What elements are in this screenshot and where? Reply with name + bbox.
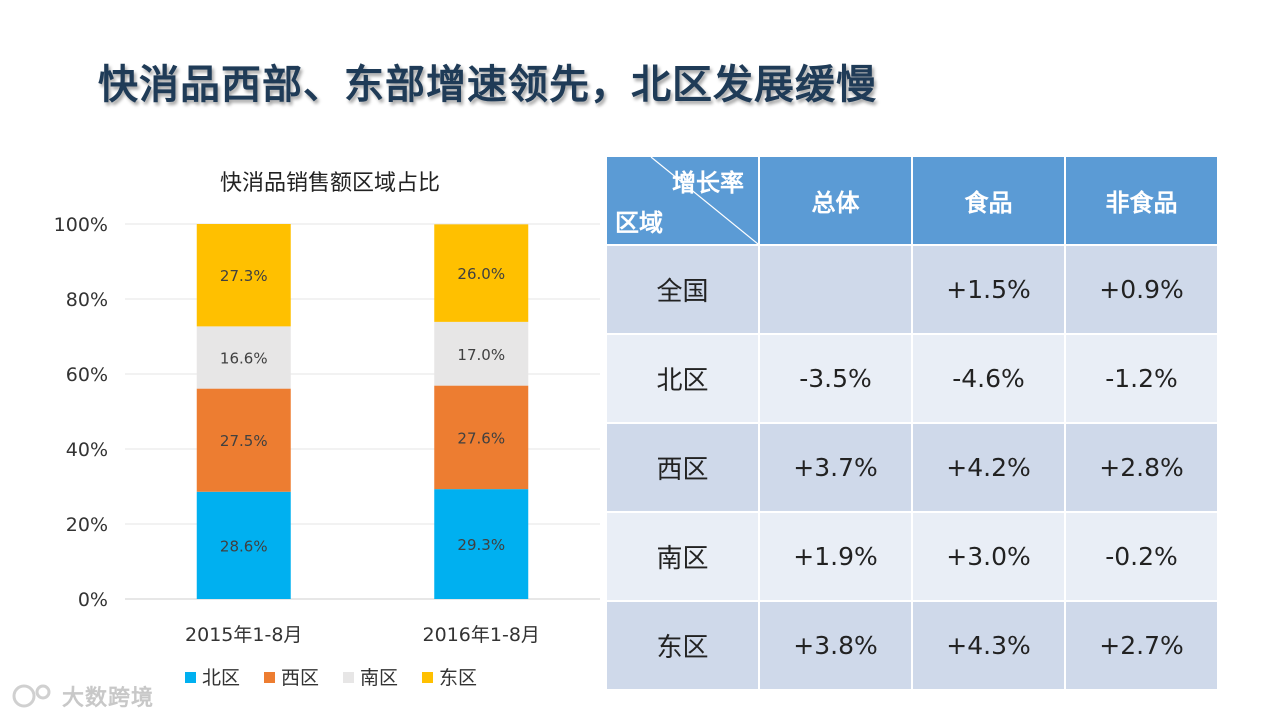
x-tick-label: 2015年1-8月	[185, 624, 302, 646]
bar-segment	[196, 491, 291, 599]
table-row: 全国 +1.5% +0.9%	[607, 246, 1217, 333]
nonfood-cell: +2.8%	[1066, 424, 1217, 511]
bar-segment	[434, 321, 529, 386]
legend-swatch	[343, 672, 354, 683]
bar-segment	[434, 224, 529, 322]
y-tick-label: 40%	[66, 439, 108, 461]
region-cell: 北区	[607, 335, 758, 422]
region-cell: 东区	[607, 602, 758, 689]
stacked-bar-chart: 快消品销售额区域占比 28.6% 27.5% 16.6% 27.3% 29.3% 27.6…	[54, 171, 600, 689]
region-cell: 南区	[607, 513, 758, 600]
food-cell: +4.3%	[913, 602, 1064, 689]
watermark-label: 大数跨境	[62, 686, 155, 711]
bar-segment	[196, 326, 291, 389]
legend-swatch	[264, 672, 275, 683]
data-label: 27.3%	[220, 267, 268, 285]
legend-swatch	[422, 672, 433, 683]
data-label: 17.0%	[457, 346, 505, 364]
bar-segment	[196, 224, 291, 327]
total-cell: +1.9%	[760, 513, 911, 600]
food-cell: +3.0%	[913, 513, 1064, 600]
chart-title: 快消品销售额区域占比	[220, 171, 440, 196]
legend-label: 南区	[360, 667, 398, 689]
table-row: 西区 +3.7% +4.2% +2.8%	[607, 424, 1217, 511]
legend-label: 东区	[439, 667, 477, 689]
watermark-logo-icon	[12, 684, 51, 708]
bar-segment	[196, 388, 291, 492]
y-tick-label: 20%	[66, 514, 108, 536]
nonfood-cell: +0.9%	[1066, 246, 1217, 333]
total-cell: +3.7%	[760, 424, 911, 511]
total-cell	[760, 246, 911, 333]
region-cell: 全国	[607, 246, 758, 333]
diagonal-divider	[650, 157, 758, 244]
header-nonfood: 非食品	[1066, 157, 1217, 244]
table-corner-header: 增长率 区域	[607, 157, 758, 244]
page-title: 快消品西部、东部增速领先，北区发展缓慢	[98, 62, 877, 108]
table-row: 北区 -3.5% -4.6% -1.2%	[607, 335, 1217, 422]
nonfood-cell: +2.7%	[1066, 602, 1217, 689]
total-cell: +3.8%	[760, 602, 911, 689]
data-label: 27.6%	[457, 429, 505, 447]
growth-rate-table: 增长率 区域 总体 食品 非食品 全国 +1.5% +0.9% 北区 -3.5%…	[605, 155, 1219, 691]
legend-label: 西区	[281, 667, 319, 689]
table-row: 南区 +1.9% +3.0% -0.2%	[607, 513, 1217, 600]
data-label: 29.3%	[457, 536, 505, 554]
x-tick-label: 2016年1-8月	[423, 624, 540, 646]
bar-segment	[434, 385, 529, 490]
corner-growth-label: 增长率	[672, 169, 744, 197]
header-food: 食品	[913, 157, 1064, 244]
corner-region-label: 区域	[615, 209, 663, 237]
nonfood-cell: -0.2%	[1066, 513, 1217, 600]
food-cell: +4.2%	[913, 424, 1064, 511]
y-tick-label: 0%	[78, 589, 108, 611]
data-label: 27.5%	[220, 432, 268, 450]
food-cell: +1.5%	[913, 246, 1064, 333]
total-cell: -3.5%	[760, 335, 911, 422]
data-label: 28.6%	[220, 537, 268, 555]
bar-segment	[434, 489, 529, 599]
y-tick-label: 60%	[66, 364, 108, 386]
legend-swatch	[185, 672, 196, 683]
watermark-text: 大数跨境	[62, 680, 154, 712]
legend-label: 北区	[202, 667, 240, 689]
food-cell: -4.6%	[913, 335, 1064, 422]
y-tick-label: 80%	[66, 289, 108, 311]
y-tick-label: 100%	[54, 214, 108, 236]
data-label: 16.6%	[220, 350, 268, 368]
data-label: 26.0%	[457, 265, 505, 283]
header-total: 总体	[760, 157, 911, 244]
nonfood-cell: -1.2%	[1066, 335, 1217, 422]
region-cell: 西区	[607, 424, 758, 511]
table-row: 东区 +3.8% +4.3% +2.7%	[607, 602, 1217, 689]
